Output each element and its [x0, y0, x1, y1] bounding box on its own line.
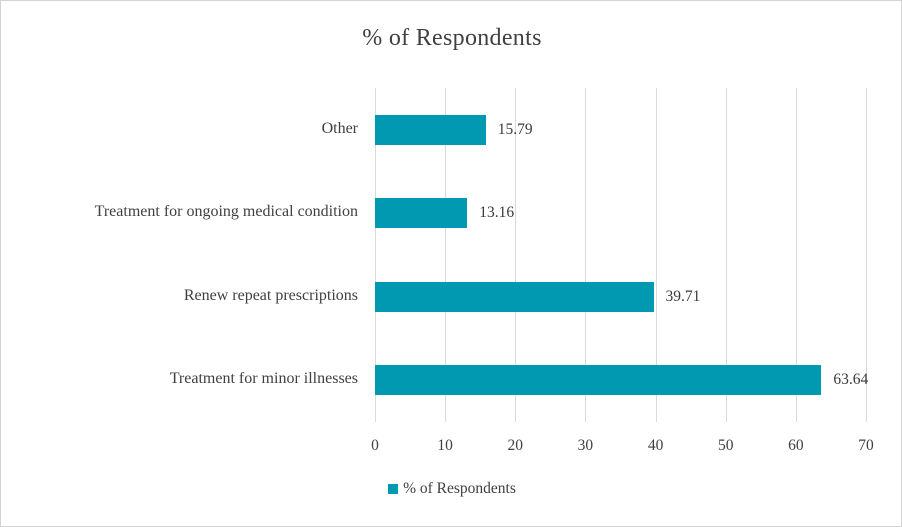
gridline: [375, 88, 376, 422]
legend-label: % of Respondents: [403, 480, 516, 497]
category-label: Other: [321, 119, 358, 137]
gridline: [655, 88, 657, 422]
x-tick-label: 30: [577, 437, 594, 454]
category-label: Renew repeat prescriptions: [183, 286, 358, 304]
x-tick-label: 70: [858, 437, 874, 454]
gridline: [795, 88, 797, 422]
legend: % of Respondents: [1, 480, 901, 498]
chart-title: % of Respondents: [362, 25, 542, 51]
category-axis: Other Treatment for ongoing medical condi…: [1, 88, 358, 422]
category-label: Treatment for ongoing medical condition: [94, 203, 358, 221]
x-tick-label: 60: [788, 437, 804, 454]
bar: [375, 281, 654, 312]
gridline: [445, 88, 447, 422]
bar-value-label: 39.71: [665, 287, 701, 305]
x-tick-label: 0: [371, 437, 379, 454]
gridline: [515, 88, 517, 422]
value-axis: 0 10 20 30 40 50 60 70: [371, 437, 874, 459]
bar-row: 15.79: [375, 88, 866, 172]
x-tick-label: 20: [507, 437, 524, 454]
bar: [375, 365, 822, 396]
gridline: [725, 88, 727, 422]
bar-row: 39.71: [375, 255, 866, 339]
bar: [375, 198, 468, 229]
x-tick-label: 10: [437, 437, 453, 454]
gridline: [866, 88, 867, 422]
bar-value-label: 63.64: [833, 371, 869, 389]
bar-row: 13.16: [375, 172, 866, 256]
bar-value-label: 13.16: [479, 204, 515, 222]
bar-row: 63.64: [375, 339, 869, 423]
x-tick-label: 40: [647, 437, 664, 454]
x-tick-label: 50: [717, 437, 734, 454]
bar: [375, 114, 486, 145]
bar-value-label: 15.79: [497, 120, 533, 138]
plot-area: 15.79 13.16 39.71 63.64: [375, 88, 869, 423]
gridline: [585, 88, 587, 422]
category-label: Treatment for minor illnesses: [169, 370, 358, 388]
legend-swatch-icon: [388, 484, 399, 494]
